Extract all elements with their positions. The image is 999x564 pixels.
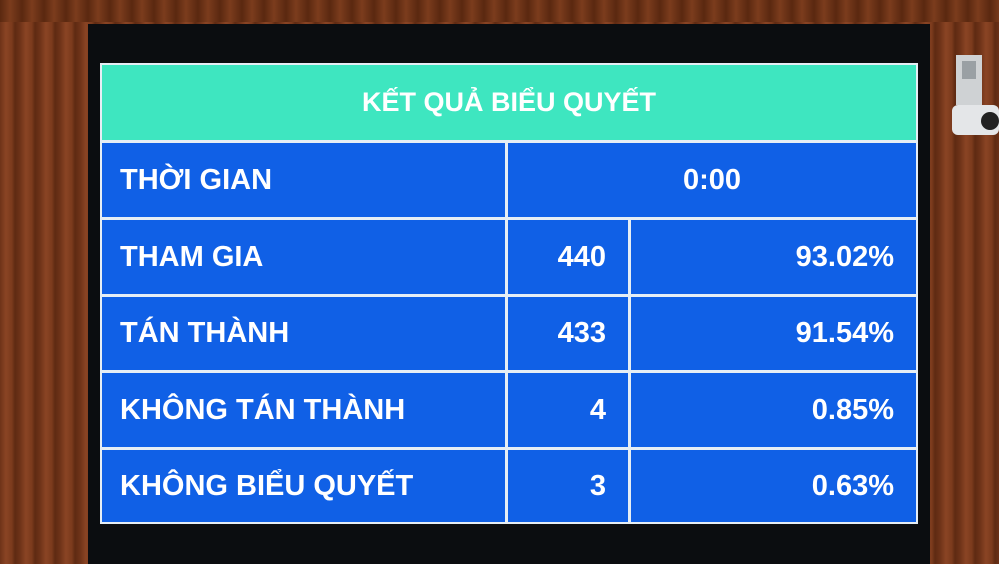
row-count: 3 (508, 450, 628, 522)
row-percent: 0.63% (631, 450, 916, 522)
row-percent: 93.02% (631, 220, 916, 294)
table-title: KẾT QUẢ BIỂU QUYẾT (102, 65, 916, 140)
time-label: THỜI GIAN (102, 143, 505, 217)
wood-trim (0, 0, 999, 22)
row-count: 440 (508, 220, 628, 294)
row-label: TÁN THÀNH (102, 297, 505, 370)
row-label: KHÔNG TÁN THÀNH (102, 373, 505, 447)
vote-results-table: KẾT QUẢ BIỂU QUYẾT THỜI GIAN 0:00 THAM G… (100, 63, 918, 524)
row-percent: 91.54% (631, 297, 916, 370)
row-percent: 0.85% (631, 373, 916, 447)
row-label: THAM GIA (102, 220, 505, 294)
camera-icon (952, 55, 999, 135)
row-label: KHÔNG BIỂU QUYẾT (102, 450, 505, 522)
row-count: 4 (508, 373, 628, 447)
time-value: 0:00 (508, 143, 916, 217)
row-count: 433 (508, 297, 628, 370)
